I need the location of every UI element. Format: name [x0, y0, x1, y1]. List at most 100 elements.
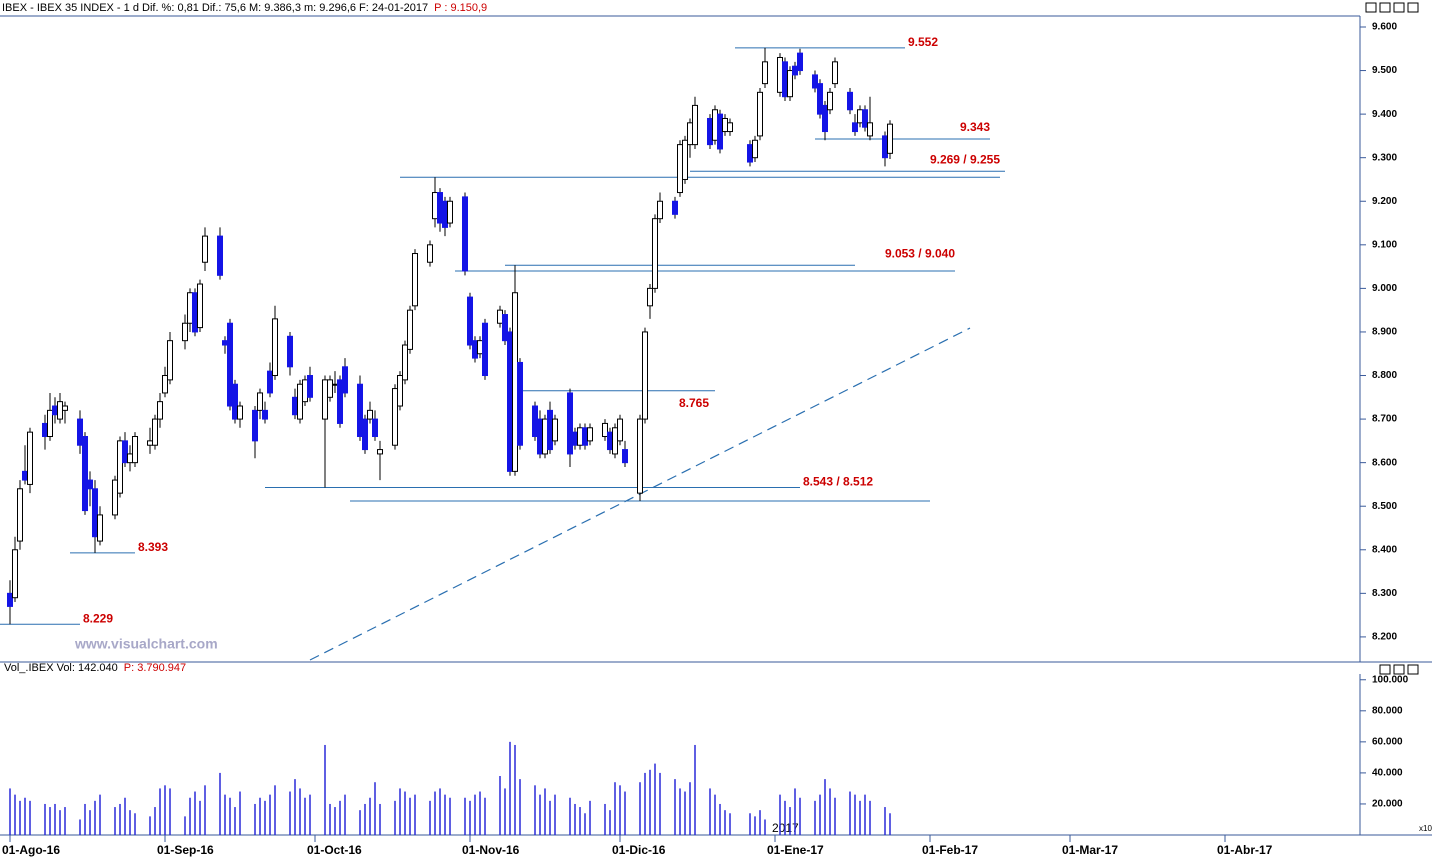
volume-bar — [159, 788, 161, 835]
candle-body — [127, 453, 133, 464]
candle-body — [27, 431, 33, 485]
volume-bar — [269, 794, 271, 835]
button-minimize[interactable] — [1379, 2, 1391, 13]
candle-body — [447, 200, 453, 224]
candle-body — [532, 405, 538, 438]
y-tick-label: 8.500 — [1372, 501, 1397, 512]
window-buttons[interactable] — [1365, 2, 1419, 675]
candle-body — [607, 431, 613, 451]
candle-body — [92, 488, 98, 538]
candle-body — [847, 91, 853, 111]
candle-body — [217, 235, 223, 276]
candle-body — [862, 109, 868, 128]
volume-bar — [334, 807, 336, 835]
candle-body — [227, 322, 233, 407]
vol-button-minimize[interactable] — [1379, 664, 1391, 675]
volume-bar — [849, 791, 851, 835]
candle-body — [427, 244, 433, 263]
candle-body — [77, 418, 83, 446]
candle-body — [717, 113, 723, 150]
candle-body — [677, 144, 683, 194]
volume-bar — [649, 769, 651, 835]
volume-bar — [604, 803, 606, 835]
candle-body — [622, 449, 628, 464]
vol-button-maximize[interactable] — [1393, 664, 1405, 675]
volume-bar — [404, 791, 406, 835]
vol-button-close[interactable] — [1407, 664, 1419, 675]
candle-body — [887, 123, 893, 154]
y-tick-label: 80.000 — [1372, 705, 1403, 716]
volume-bar — [464, 797, 466, 835]
level-label: 9.343 — [960, 120, 990, 134]
candle-body — [272, 318, 278, 377]
volume-bar — [779, 794, 781, 835]
candle-body — [617, 418, 623, 442]
volume-bar — [344, 794, 346, 835]
volume-bar — [29, 800, 31, 835]
candle-body — [162, 375, 168, 394]
candle-body — [687, 122, 693, 146]
volume-bar — [724, 810, 726, 835]
candle-body — [782, 61, 788, 98]
candle-body — [502, 314, 508, 342]
candle-body — [827, 91, 833, 111]
volume-bar — [869, 800, 871, 835]
volume-bar — [434, 791, 436, 835]
volume-bar — [889, 813, 891, 835]
volume-bar — [439, 788, 441, 835]
volume-title: Vol_.IBEX Vol: 142.040 — [4, 662, 118, 674]
candle-body — [822, 104, 828, 133]
volume-bar — [469, 800, 471, 835]
candle-body — [797, 52, 803, 72]
volume-bar — [414, 794, 416, 835]
y-tick-label: 9.200 — [1372, 196, 1397, 207]
candle-body — [612, 427, 618, 455]
candle-body — [82, 436, 88, 512]
candle-body — [237, 405, 243, 420]
candle-body — [52, 405, 58, 416]
candle-body — [682, 139, 688, 180]
candle-body — [362, 418, 368, 451]
x-tick-label: 01-Sep-16 — [157, 843, 214, 857]
y-tick-label: 8.400 — [1372, 544, 1397, 555]
button-restore[interactable] — [1365, 2, 1377, 13]
volume-bar — [499, 776, 501, 835]
volume-bar — [134, 813, 136, 835]
volume-bar — [719, 803, 721, 835]
volume-bar — [129, 810, 131, 835]
volume-bar — [789, 807, 791, 835]
button-close[interactable] — [1407, 2, 1419, 13]
candle-body — [257, 392, 263, 411]
candle-body — [392, 388, 398, 446]
y-tick-label: 60.000 — [1372, 736, 1403, 747]
volume-bar — [149, 816, 151, 835]
candle-body — [642, 331, 648, 420]
candle-body — [122, 440, 128, 464]
volume-bar — [224, 794, 226, 835]
volume-bar — [659, 772, 661, 835]
button-maximize[interactable] — [1393, 2, 1405, 13]
x-tick-label: 01-Nov-16 — [462, 843, 520, 857]
candle-body — [377, 449, 383, 455]
volume-bar — [754, 816, 756, 835]
candle-body — [722, 117, 728, 133]
unit-label: x10 — [1419, 824, 1432, 833]
candle-body — [252, 409, 258, 442]
candle-body — [117, 440, 123, 494]
volume-bar — [394, 800, 396, 835]
candle-body — [262, 409, 268, 420]
volume-bar — [124, 797, 126, 835]
volume-bar — [584, 813, 586, 835]
candle-body — [712, 109, 718, 141]
volume-bar — [164, 785, 166, 835]
candle-body — [307, 375, 313, 398]
level-label: 8.393 — [138, 540, 168, 554]
y-tick-label: 8.300 — [1372, 588, 1397, 599]
y-tick-label: 9.000 — [1372, 283, 1397, 294]
x-tick-label: 01-Feb-17 — [922, 843, 978, 857]
candle-body — [567, 392, 573, 455]
volume-bar — [54, 803, 56, 835]
candle-body — [47, 409, 53, 438]
volume-bar — [154, 807, 156, 835]
